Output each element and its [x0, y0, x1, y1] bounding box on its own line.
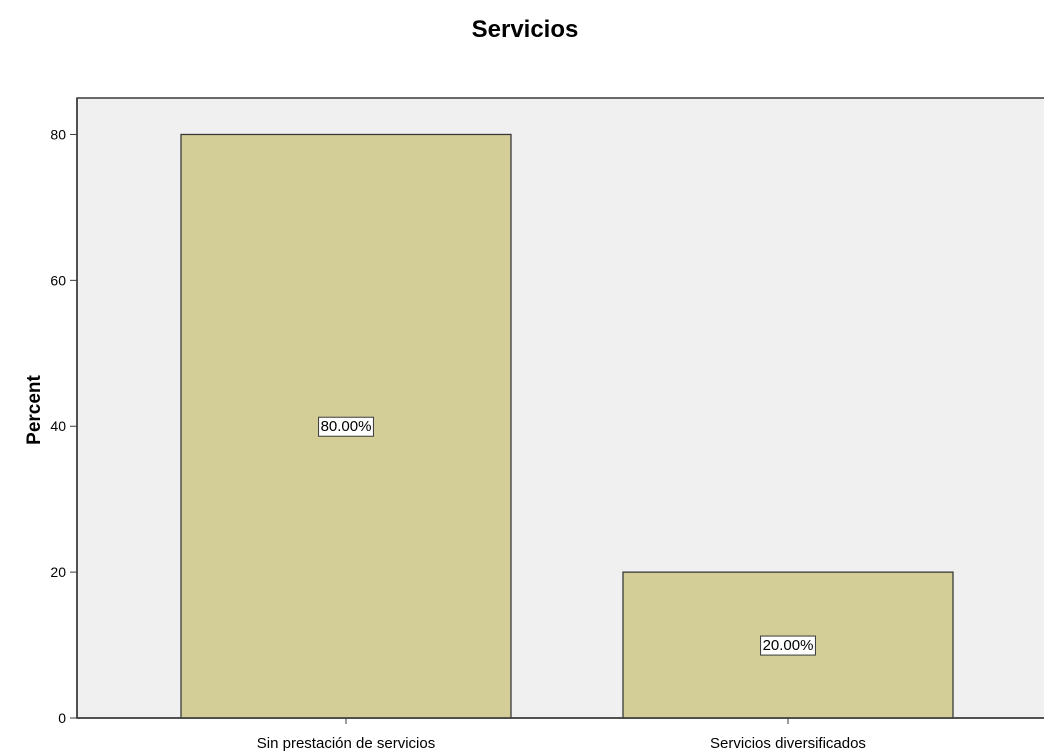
data-label-box [318, 416, 374, 437]
y-axis-label: Percent [24, 374, 45, 444]
data-label-text: 20.00% [763, 637, 814, 654]
y-tick-label: 0 [58, 710, 66, 726]
data-label: 20.00% [760, 635, 816, 656]
y-tick-label: 40 [50, 418, 66, 434]
data-label: 80.00% [318, 416, 374, 437]
data-label-box [760, 635, 816, 656]
y-tick-label: 20 [50, 564, 66, 580]
y-tick-label: 80 [50, 126, 66, 142]
data-label-text: 80.00% [321, 418, 372, 435]
chart-title: Servicios [472, 16, 579, 43]
data-labels-layer: 80.00% 20.00% [318, 416, 816, 656]
x-tick-label: Sin prestación de servicios [257, 735, 435, 752]
y-tick-label: 60 [50, 272, 66, 288]
axes-layer: Sin prestación de servicios Servicios div… [50, 98, 1044, 752]
x-tick-label: Servicios diversificados [710, 735, 866, 752]
